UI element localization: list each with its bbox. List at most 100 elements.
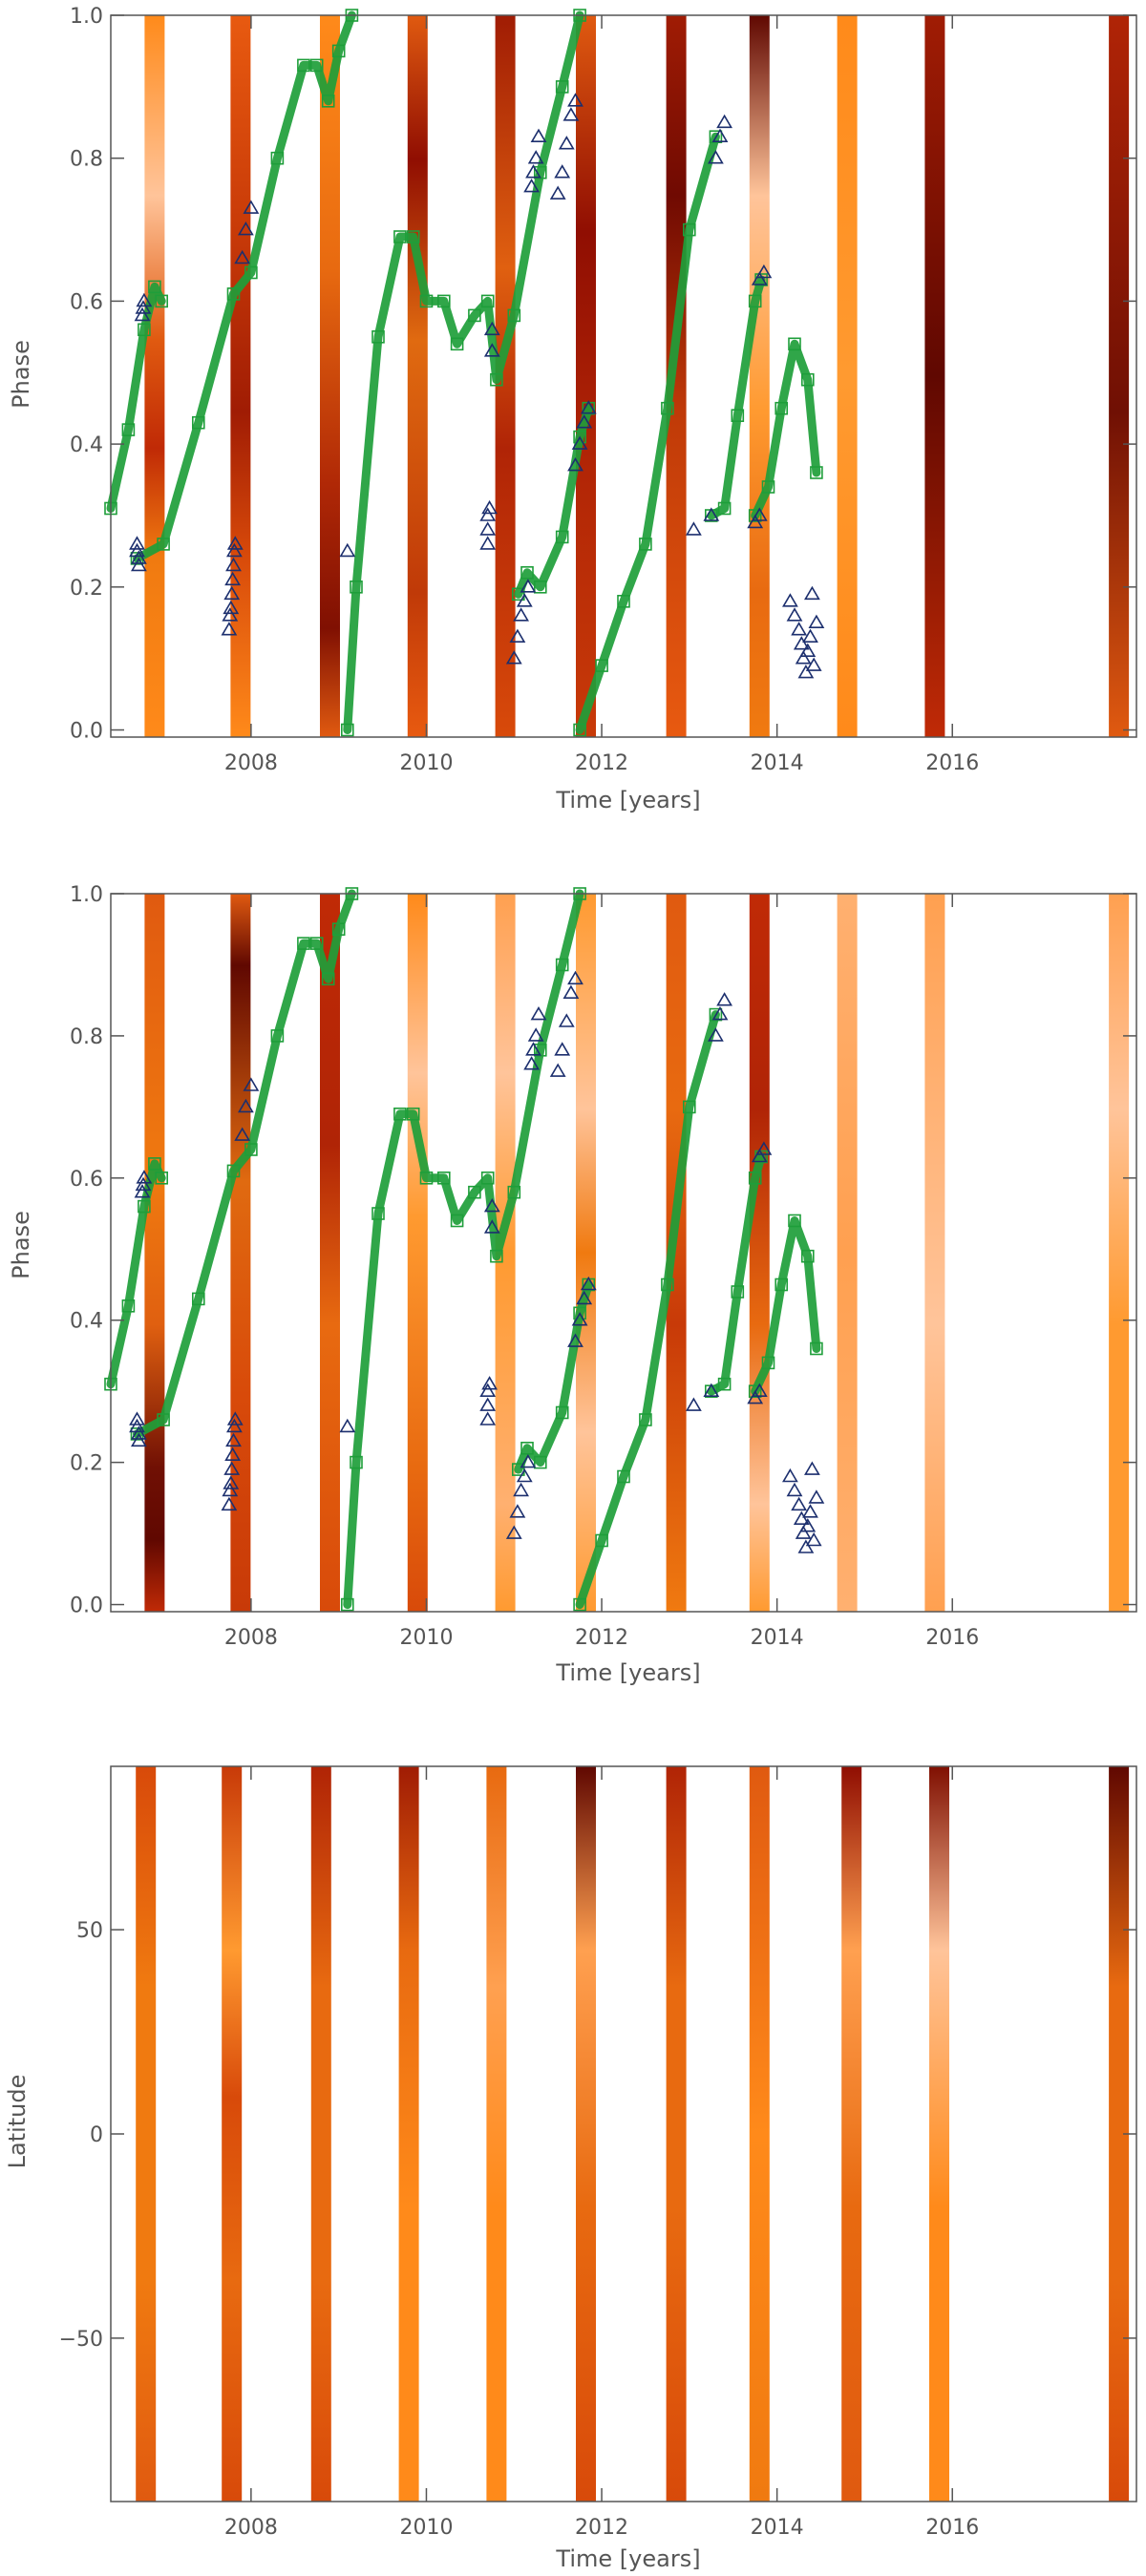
triangle-marker [226,542,243,558]
green-square-track [133,889,356,1439]
panel-top-xlabel: Time [years] [555,787,700,813]
square-marker [555,1405,569,1420]
square-marker [595,659,608,672]
x-tick-label: 2012 [575,751,628,775]
square-marker [810,466,823,479]
square-marker [800,372,815,387]
square-marker [480,294,495,308]
triangle-marker [479,1397,497,1411]
heatmap-strip-bottom [486,1766,507,2502]
square-marker [639,1413,652,1426]
square-marker [270,1029,285,1043]
heatmap-strip-middle [230,894,251,1612]
square-marker [490,372,503,387]
square-marker [595,1533,608,1548]
triangle-marker [226,536,244,550]
square-marker [406,1108,420,1121]
triangle-marker [799,1518,817,1532]
square-marker [192,1292,205,1306]
square-marker [520,1442,534,1455]
square-marker [138,1199,151,1214]
triangle-marker [243,200,260,214]
x-tick-label: 2010 [399,751,453,775]
triangle-marker [136,1170,153,1184]
triangle-marker [224,571,241,586]
triangle-marker [505,650,522,665]
triangle-marker [234,1127,251,1141]
green-square-track [707,1152,766,1396]
triangle-marker [520,1454,537,1468]
green-square-track [106,1159,166,1389]
x-tick-label: 2016 [925,751,979,775]
triangle-marker [567,457,584,472]
green-square-track [707,275,766,520]
triangle-marker [747,514,764,529]
triangle-marker [808,614,825,628]
square-marker [121,423,136,436]
square-marker [309,58,324,73]
triangle-marker [481,499,498,515]
triangle-marker [554,164,571,179]
triangle-marker [686,1397,702,1411]
green-square-track [575,1010,720,1610]
square-marker [533,165,547,179]
triangle-marker [479,536,497,550]
y-tick-label: 0.0 [70,1594,103,1618]
triangle-marker [129,536,145,550]
triangle-marker [711,1006,729,1021]
heatmap-strip-bottom [136,1766,157,2502]
square-marker [436,1172,451,1185]
triangle-marker [805,657,822,671]
square-marker [350,580,363,594]
square-marker [371,1207,385,1220]
square-marker [155,1172,168,1185]
triangle-marker [223,585,241,601]
square-marker [393,230,407,243]
x-tick-label: 2010 [399,2516,453,2540]
square-marker [788,337,801,351]
square-marker [661,1277,674,1292]
triangle-marker [221,1496,238,1511]
triangle-marker [525,1042,541,1056]
heatmap-strip-bottom [576,1766,596,2502]
square-marker [555,958,569,972]
square-marker [468,1185,481,1199]
square-marker [775,401,789,415]
square-marker [731,409,745,423]
square-marker [520,565,534,580]
x-tick-label: 2014 [751,751,804,775]
square-marker [480,1172,495,1185]
square-marker [244,1143,258,1156]
triangle-marker [562,984,580,999]
triangle-marker [549,1063,566,1077]
square-marker [340,723,354,737]
square-marker [709,130,723,143]
green-square-track [514,404,593,599]
square-marker [321,972,335,986]
heatmap-strip-middle [320,894,340,1612]
heatmap-strip-top [924,15,945,737]
heatmap-strip-top [666,15,687,737]
x-tick-label: 2008 [224,2516,278,2540]
triangle-marker [567,1333,584,1347]
triangle-marker [797,1539,815,1553]
triangle-marker [523,1056,540,1070]
green-square-track [343,889,584,1610]
y-tick-label: −50 [59,2328,103,2352]
triangle-marker [580,1276,597,1291]
square-marker [297,58,310,73]
panel-bottom-xlabel: Time [years] [555,2545,700,2572]
heatmap-strip-top [144,15,165,737]
triangle-marker [131,1425,147,1440]
y-tick-label: 0.8 [70,1025,103,1049]
x-tick-label: 2008 [224,751,278,775]
triangle-marker [711,128,729,142]
triangle-marker [483,1198,500,1213]
triangle-marker [339,1418,356,1433]
square-marker [748,1172,762,1185]
triangle-marker [223,1475,240,1489]
heatmap-strip-top [749,15,770,737]
square-marker [748,1384,762,1398]
square-marker [121,1299,136,1313]
y-tick-label: 0.2 [70,1452,103,1476]
